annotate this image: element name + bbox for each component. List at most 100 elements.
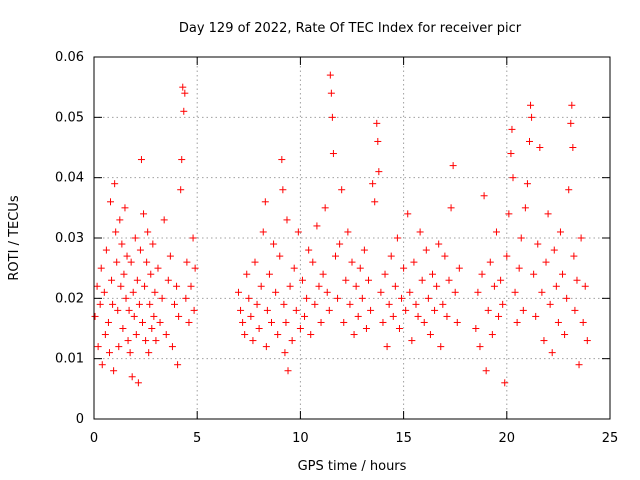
data-point [147,270,155,278]
data-point [331,252,339,260]
data-point [581,282,589,290]
data-point [191,264,199,272]
data-point [115,343,123,351]
data-point [263,306,271,314]
data-point [455,264,463,272]
data-point [556,228,564,236]
data-point [527,101,535,109]
data-point [116,216,124,224]
data-point [311,300,319,308]
data-point [373,119,381,127]
data-point [178,156,186,164]
y-tick-label: 0.02 [55,291,84,306]
data-point [540,337,548,345]
data-point [404,210,412,218]
data-point [544,210,552,218]
data-point [420,318,428,326]
data-point [526,137,534,145]
data-point [129,288,137,296]
data-point [143,258,151,266]
data-point [122,294,130,302]
data-point [447,204,455,212]
data-point [365,276,373,284]
data-point [408,337,416,345]
data-point [546,300,554,308]
data-point [563,294,571,302]
data-point [418,276,426,284]
plot-frame [93,56,611,420]
data-point [278,156,286,164]
data-point [132,331,140,339]
data-point [288,337,296,345]
data-point [323,288,331,296]
data-point [532,312,540,320]
data-point [484,306,492,314]
y-tick-label: 0.06 [55,50,84,65]
data-point [534,240,542,248]
data-point [449,162,457,170]
data-point [530,270,538,278]
data-point [96,300,104,308]
data-point [437,343,445,351]
data-point [168,343,176,351]
data-point [128,373,136,381]
data-points [91,71,591,387]
data-point [416,228,424,236]
data-point [326,71,334,79]
data-point [426,331,434,339]
data-point [497,276,505,284]
data-point [490,282,498,290]
data-point [387,252,395,260]
data-point [513,318,521,326]
data-point [374,137,382,145]
data-point [91,312,99,320]
data-point [110,367,118,375]
x-tick-label: 15 [395,431,412,446]
data-point [105,349,113,357]
data-point [492,228,500,236]
data-point [262,343,270,351]
data-point [342,276,350,284]
data-point [435,240,443,248]
data-point [561,331,569,339]
data-point [134,379,142,387]
data-point [183,258,191,266]
data-point [328,113,336,121]
data-point [164,276,172,284]
data-point [109,300,117,308]
data-point [190,306,198,314]
data-point [315,282,323,290]
data-point [303,294,311,302]
y-tick-label: 0.01 [55,352,84,367]
data-point [528,113,536,121]
data-point [177,186,185,194]
data-point [185,318,193,326]
data-point [406,288,414,296]
data-point [112,228,120,236]
data-point [265,270,273,278]
data-point [369,180,377,188]
data-point [389,312,397,320]
data-point [508,125,516,133]
data-point [375,168,383,176]
data-point [151,288,159,296]
data-point [239,318,247,326]
data-point [126,349,134,357]
data-point [348,258,356,266]
data-point [93,282,101,290]
data-point [284,367,292,375]
data-point [356,264,364,272]
data-point [166,252,174,260]
data-point [538,288,546,296]
data-point [410,258,418,266]
data-point [395,325,403,332]
data-point [550,246,558,254]
data-point [439,300,447,308]
x-tick-label: 5 [193,431,201,446]
data-point [391,282,399,290]
data-point [338,186,346,194]
data-point [119,325,127,332]
data-point [245,294,253,302]
data-point [104,318,112,326]
